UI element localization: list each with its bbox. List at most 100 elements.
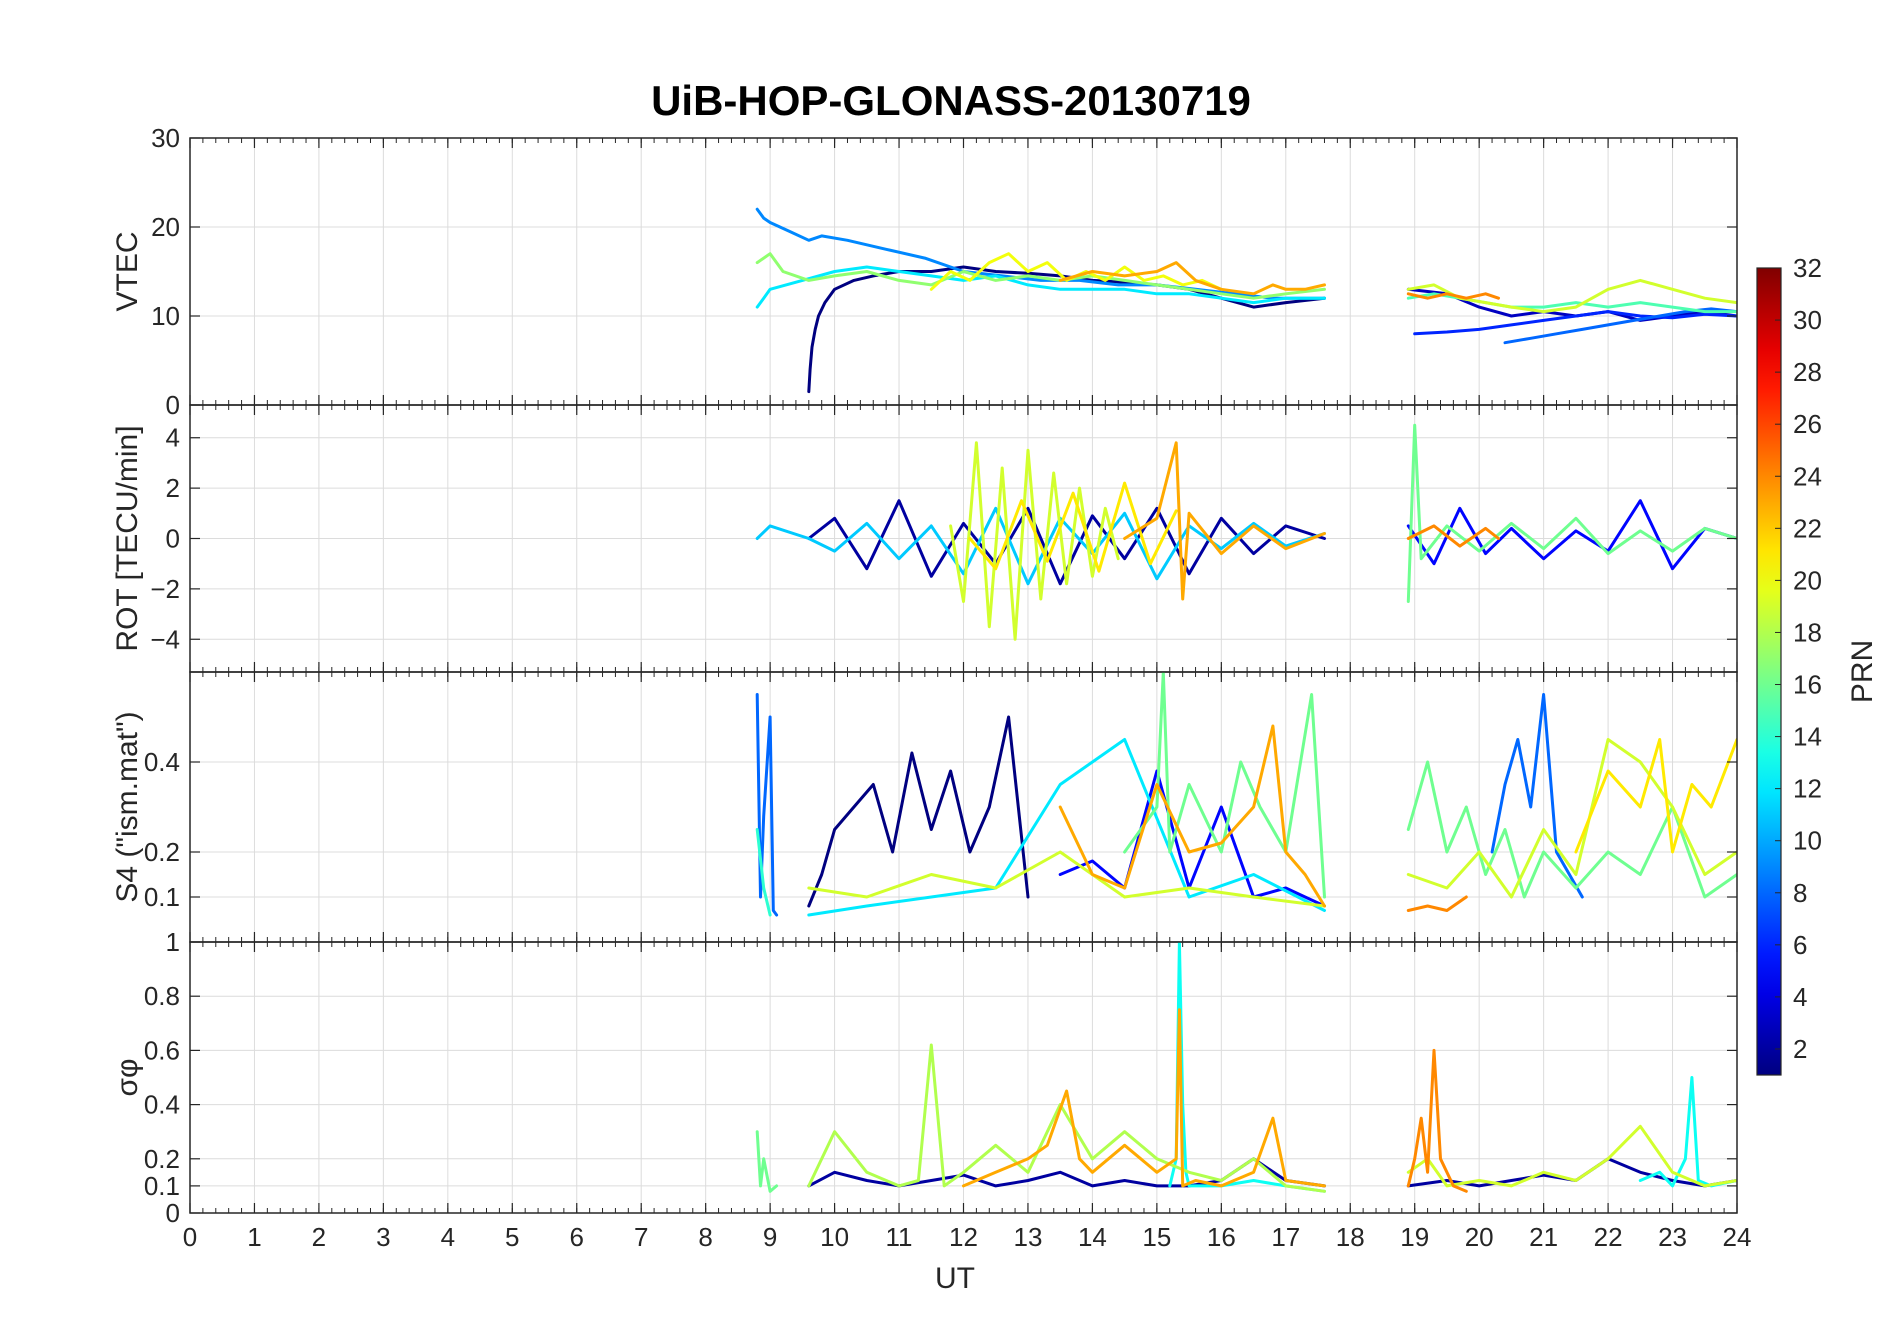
series-line-prn-24 xyxy=(1406,895,1468,912)
series-line-prn-23 xyxy=(1058,261,1326,296)
series-line-prn-19 xyxy=(807,850,1326,908)
y-tick-label: 20 xyxy=(151,212,180,242)
colorbar-tick-label: 10 xyxy=(1793,826,1822,856)
colorbar-tick-label: 20 xyxy=(1793,565,1822,595)
x-tick-label: 11 xyxy=(886,1222,913,1252)
colorbar-tick-label: 22 xyxy=(1793,513,1822,543)
x-tick-label: 24 xyxy=(1723,1222,1752,1252)
series-line-prn-16 xyxy=(1123,672,1326,899)
x-tick-label: 0 xyxy=(183,1222,197,1252)
series-line-prn-19 xyxy=(1406,1124,1737,1188)
y-tick-label: 0.4 xyxy=(144,1090,180,1120)
series-line-prn-16 xyxy=(1406,423,1737,603)
x-tick-label: 10 xyxy=(820,1222,849,1252)
series-line-prn-13 xyxy=(1168,942,1326,1193)
x-tick-label: 3 xyxy=(376,1222,390,1252)
series-line-prn-5 xyxy=(1406,499,1737,571)
series-line-prn-18 xyxy=(807,1043,1326,1193)
y-tick-label: 0.1 xyxy=(144,1171,180,1201)
y-tick-label: −4 xyxy=(150,624,180,654)
x-tick-label: 22 xyxy=(1594,1222,1623,1252)
series-group-vtec xyxy=(755,207,1737,394)
x-tick-label: 7 xyxy=(634,1222,648,1252)
y-axis-label-s4: S4 ("ism.mat") xyxy=(111,711,144,902)
x-axis: 0 1 2 3 4 5 6 7 8 9 10 11 12 13 14 15 16 17 18 19 20 21 22 23 24 xyxy=(183,1222,1752,1252)
colorbar-tick-label: 26 xyxy=(1793,409,1822,439)
x-tick-label: 19 xyxy=(1400,1222,1429,1252)
colorbar-gradient xyxy=(1757,268,1781,1075)
y-tick-label: 0 xyxy=(166,524,180,554)
series-line-prn-1 xyxy=(807,265,1326,394)
series-line-prn-16 xyxy=(1406,760,1737,899)
series-line-prn-6 xyxy=(1413,310,1737,336)
x-axis-label: UT xyxy=(935,1262,975,1295)
y-axis-label-rot: ROT [TECU/min] xyxy=(111,425,144,651)
y-tick-label: 0.8 xyxy=(144,981,180,1011)
series-line-prn-24 xyxy=(1406,1048,1468,1193)
series-line-prn-2 xyxy=(1406,1157,1737,1188)
y-tick-label: 0.6 xyxy=(144,1035,180,1065)
colorbar-tick-label: 18 xyxy=(1793,617,1822,647)
colorbar-tick-label: 32 xyxy=(1793,253,1822,283)
x-tick-label: 12 xyxy=(949,1222,978,1252)
axes-box xyxy=(189,941,1738,1214)
x-tick-label: 1 xyxy=(247,1222,261,1252)
series-line-prn-2 xyxy=(807,499,1326,586)
y-tick-label: 0 xyxy=(166,390,180,420)
colorbar-tick-label: 12 xyxy=(1793,774,1822,804)
y-tick-label: 0.2 xyxy=(144,837,180,867)
colorbar-tick-label: 14 xyxy=(1793,722,1822,752)
colorbar-tick-label: 6 xyxy=(1793,930,1807,960)
y-tick-label: 30 xyxy=(151,123,180,153)
x-tick-label: 2 xyxy=(312,1222,326,1252)
y-tick-label: 4 xyxy=(166,423,180,453)
x-tick-label: 16 xyxy=(1207,1222,1236,1252)
y-tick-label: 0.2 xyxy=(144,1144,180,1174)
series-line-prn-12 xyxy=(807,738,1326,917)
panel-sigma_phi: 00.10.2 0.4 0.6 0.8 1 σφ xyxy=(111,927,1738,1228)
series-line-prn-14 xyxy=(755,828,772,917)
series-line-prn-17 xyxy=(755,252,1326,300)
x-tick-label: 5 xyxy=(505,1222,519,1252)
y-tick-label: 0 xyxy=(166,1198,180,1228)
x-tick-label: 23 xyxy=(1658,1222,1687,1252)
series-line-prn-21 xyxy=(968,481,1178,573)
colorbar-tick-label: 24 xyxy=(1793,461,1822,491)
x-tick-label: 21 xyxy=(1529,1222,1558,1252)
series-line-prn-19 xyxy=(949,441,1120,641)
series-line-prn-24 xyxy=(1406,292,1500,300)
y-tick-label: −2 xyxy=(150,574,180,604)
y-tick-label: 2 xyxy=(166,473,180,503)
y-tick-label: 0.1 xyxy=(144,882,180,912)
y-axis-label-vtec: VTEC xyxy=(111,231,144,311)
panel-vtec: 0 10 20 30 VTEC xyxy=(111,123,1738,420)
series-group-rot xyxy=(755,423,1737,641)
series-line-prn-8 xyxy=(755,693,779,917)
chart-title: UiB-HOP-GLONASS-20130719 xyxy=(651,77,1251,124)
x-tick-label: 18 xyxy=(1336,1222,1365,1252)
y-axis-label-sigma_phi: σφ xyxy=(111,1059,144,1097)
series-line-prn-21 xyxy=(1574,738,1737,854)
colorbar-label: PRN xyxy=(1846,640,1879,703)
series-line-prn-8 xyxy=(1490,693,1584,899)
series-line-prn-19 xyxy=(1406,738,1737,899)
colorbar-tick-label: 28 xyxy=(1793,357,1822,387)
colorbar-tick-label: 2 xyxy=(1793,1034,1807,1064)
y-tick-label: 1 xyxy=(166,927,180,957)
series-line-prn-16 xyxy=(755,1130,779,1193)
panel-s4: 0.1 0.2 0.4S4 ("ism.mat") xyxy=(111,671,1738,943)
series-line-prn-13 xyxy=(1638,1076,1737,1188)
y-tick-label: 0.4 xyxy=(144,747,180,777)
series-line-prn-11 xyxy=(755,506,1326,586)
x-tick-label: 4 xyxy=(441,1222,455,1252)
series-line-prn-23 xyxy=(1058,724,1326,908)
x-tick-label: 15 xyxy=(1142,1222,1171,1252)
x-tick-label: 9 xyxy=(763,1222,777,1252)
colorbar-tick-label: 8 xyxy=(1793,878,1807,908)
colorbar-tick-label: 30 xyxy=(1793,305,1822,335)
series-line-prn-24 xyxy=(1406,524,1500,548)
x-tick-label: 14 xyxy=(1078,1222,1107,1252)
